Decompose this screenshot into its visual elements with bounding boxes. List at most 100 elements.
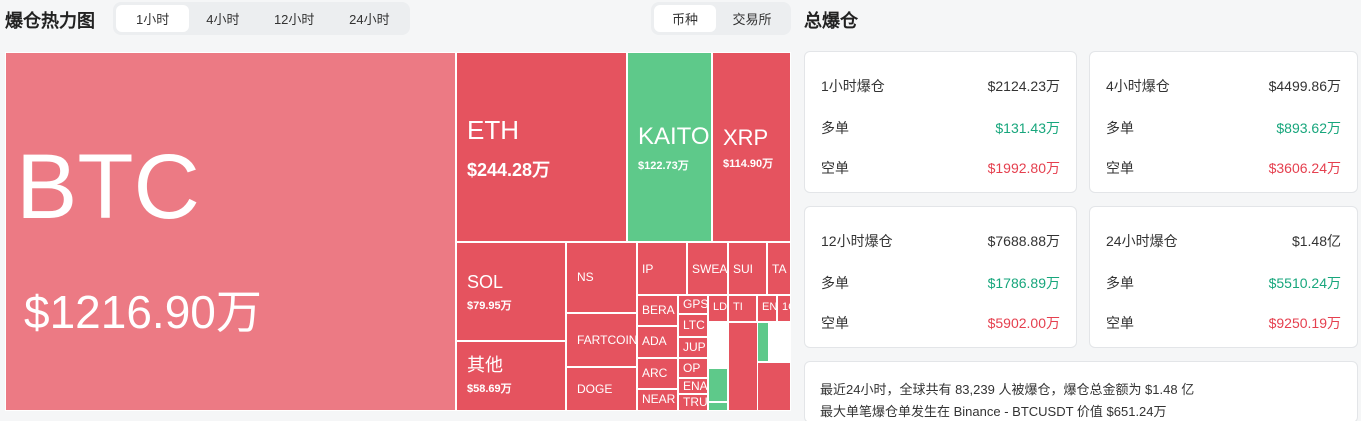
stat-row: 24小时爆仓 $1.48亿: [1106, 231, 1341, 251]
note: 最大单笔爆仓单发生在 Binance - BTCUSDT 价值 $651.24万: [820, 404, 1167, 419]
tile-value: $244.28万: [467, 160, 551, 180]
tile-label: ENA: [683, 379, 708, 393]
tile-label: ADA: [642, 334, 667, 348]
tile-label: ETH: [467, 115, 519, 145]
tile[interactable]: IP: [637, 242, 687, 295]
stat-value: $893.62万: [1276, 120, 1341, 136]
tile-label: SOL: [467, 272, 504, 292]
tile: [708, 368, 728, 402]
notes-card: 最近24小时，全球共有 83,239 人被爆仓，爆仓总金额为 $1.48 亿 最…: [804, 361, 1358, 421]
tile[interactable]: FARTCOIN: [566, 313, 637, 367]
tile-label: NS: [577, 270, 594, 284]
tile[interactable]: EN: [757, 295, 777, 322]
tile[interactable]: ADA: [637, 326, 678, 358]
tile[interactable]: JUP: [678, 337, 708, 358]
tile-value: $58.69万: [467, 383, 512, 395]
summary-card: 1小时爆仓 $2124.23万多单 $131.43万空单 $1992.80万: [804, 51, 1077, 193]
tile[interactable]: NEAR: [637, 389, 678, 411]
tile[interactable]: BERA: [637, 295, 678, 326]
tile[interactable]: SWEA: [687, 242, 728, 295]
stat-value: $2124.23万: [987, 78, 1060, 94]
tile-value: $122.73万: [638, 160, 689, 172]
tab[interactable]: 12小时: [273, 12, 315, 27]
stat-row: 多单 $1786.89万: [821, 273, 1060, 293]
stat-label: 多单: [821, 120, 849, 136]
stat-label: 空单: [1106, 160, 1134, 176]
tile-value: $1216.90万: [24, 286, 262, 338]
tab[interactable]: 4小时: [206, 12, 240, 27]
stat-value: $9250.19万: [1268, 315, 1341, 331]
tile-label: ARC: [642, 366, 668, 380]
stat-value: $3606.24万: [1268, 160, 1341, 176]
summary-title: 总爆仓: [804, 11, 858, 31]
stat-label: 1小时爆仓: [821, 78, 885, 94]
tile-label: SUI: [733, 262, 754, 276]
toggle-option[interactable]: 币种: [654, 5, 716, 32]
heatmap-title: 爆仓热力图: [5, 11, 95, 31]
tile-label: KAITO: [638, 123, 710, 150]
stat-row: 空单 $9250.19万: [1106, 313, 1341, 333]
tile[interactable]: XRP $114.90万: [712, 52, 791, 242]
tile-label: FARTCOIN: [577, 333, 637, 347]
tile[interactable]: TA: [767, 242, 791, 295]
stat-label: 空单: [821, 160, 849, 176]
stat-label: 多单: [1106, 275, 1134, 291]
tile-label: 1C: [782, 301, 790, 313]
stat-value: $1992.80万: [987, 160, 1060, 176]
tile-label: BERA: [642, 303, 675, 317]
toggle-option[interactable]: 交易所: [732, 12, 772, 27]
tile: [708, 402, 728, 411]
tile[interactable]: ARC: [637, 358, 678, 389]
stat-row: 多单 $131.43万: [821, 118, 1060, 138]
stat-label: 多单: [1106, 120, 1134, 136]
tile[interactable]: SOL $79.95万: [456, 242, 566, 341]
tile-label: TI: [733, 301, 743, 313]
tile[interactable]: TI: [728, 295, 757, 322]
tile-label: TA: [772, 262, 787, 276]
tile-label: EN: [762, 301, 777, 313]
tile-label: IP: [642, 262, 654, 276]
tile[interactable]: ENA: [678, 378, 708, 394]
tile[interactable]: 其他 $58.69万: [456, 341, 566, 411]
tile[interactable]: OP: [678, 358, 708, 378]
tile-label: SWEA: [692, 262, 728, 276]
stat-label: 空单: [821, 315, 849, 331]
tile[interactable]: KAITO $122.73万: [627, 52, 712, 242]
stat-label: 4小时爆仓: [1106, 78, 1170, 94]
tile[interactable]: BTC $1216.90万: [5, 52, 456, 411]
treemap: 1C BTC $1216.90万 ETH $244.28万 KAITO $122.73万 X…: [5, 52, 791, 411]
tile[interactable]: LTC: [678, 314, 708, 337]
stat-row: 多单 $893.62万: [1106, 118, 1341, 138]
tab[interactable]: 24小时: [349, 12, 390, 27]
summary-card: 12小时爆仓 $7688.88万多单 $1786.89万空单 $5902.00万: [804, 206, 1077, 348]
stat-value: $1.48亿: [1291, 233, 1341, 249]
tile[interactable]: 1C: [777, 295, 791, 322]
stat-row: 12小时爆仓 $7688.88万: [821, 231, 1060, 251]
stat-row: 多单 $5510.24万: [1106, 273, 1341, 293]
tile-label: XRP: [723, 125, 769, 150]
tile[interactable]: GPS: [678, 295, 708, 314]
stat-value: $5902.00万: [987, 315, 1060, 331]
summary-card: 24小时爆仓 $1.48亿 多单 $5510.24万 空单 $9250.19万: [1089, 206, 1358, 348]
tile-label: BTC: [16, 136, 200, 238]
tile[interactable]: SUI: [728, 242, 767, 295]
tile-label: GPS: [683, 297, 708, 311]
stat-label: 12小时爆仓: [821, 233, 893, 249]
tile[interactable]: LD: [708, 295, 728, 322]
stat-value: $4499.86万: [1268, 78, 1341, 94]
stat-row: 空单 $5902.00万: [821, 313, 1060, 333]
tile[interactable]: DOGE: [566, 367, 637, 411]
tile-label: DOGE: [577, 382, 613, 396]
stat-row: 4小时爆仓 $4499.86万: [1106, 76, 1341, 96]
tab[interactable]: 1小时: [116, 5, 190, 32]
stat-value: $7688.88万: [987, 233, 1060, 249]
stat-row: 空单 $1992.80万: [821, 158, 1060, 178]
tile-value: $114.90万: [723, 158, 774, 170]
tile[interactable]: NS: [566, 242, 637, 313]
tile-label: OP: [683, 361, 701, 375]
period-tabs: 1小时 4小时 12小时 24小时: [113, 2, 410, 35]
tile-label: 其他: [467, 355, 503, 375]
tile[interactable]: TRU: [678, 394, 708, 411]
tile[interactable]: ETH $244.28万: [456, 52, 627, 242]
